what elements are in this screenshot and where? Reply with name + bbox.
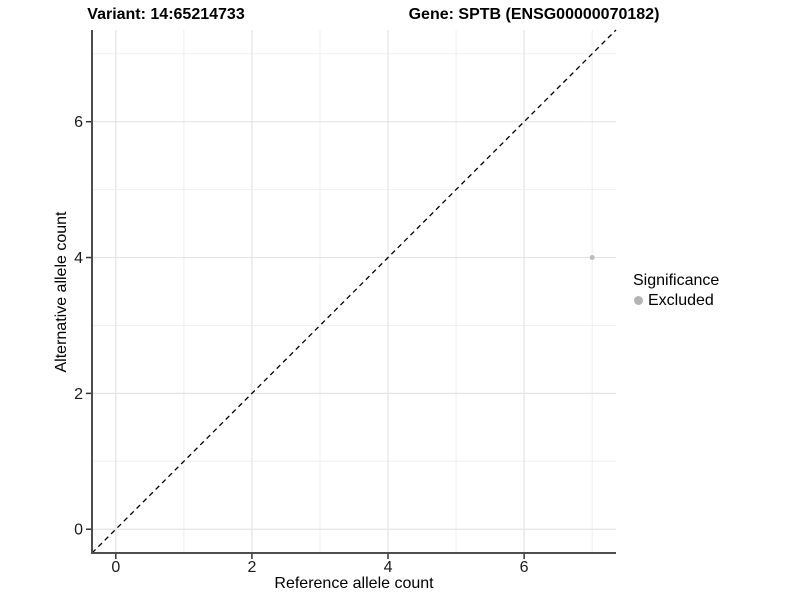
gridlines-minor — [92, 30, 616, 553]
y-tick-label: 2 — [74, 386, 83, 403]
x-tick-label: 2 — [247, 559, 256, 576]
data-points — [589, 255, 595, 261]
legend: Significance Excluded — [633, 271, 719, 310]
y-tick-label: 0 — [74, 522, 83, 539]
x-axis-title: Reference allele count — [274, 575, 434, 592]
x-tick-label: 0 — [111, 559, 120, 576]
legend-item-label: Excluded — [648, 292, 714, 309]
axis-lines — [91, 30, 616, 554]
y-tick-label: 6 — [74, 114, 83, 131]
y-axis-title: Alternative allele count — [53, 211, 70, 373]
axis-tick-marks — [86, 120, 525, 559]
legend-title: Significance — [633, 272, 720, 289]
legend-item-excluded: Excluded — [633, 291, 719, 310]
data-point — [589, 255, 595, 261]
plot-title-variant: Variant: 14:65214733 — [87, 6, 245, 23]
plot-title-gene: Gene: SPTB (ENSG00000070182) — [408, 6, 660, 23]
x-tick-label: 4 — [384, 559, 393, 576]
axis-tick-labels: 0 2 4 6 0 2 4 6 — [74, 114, 529, 576]
identity-line — [91, 29, 617, 554]
x-tick-label: 6 — [520, 559, 529, 576]
y-tick-label: 4 — [74, 250, 83, 267]
gridlines-major — [92, 30, 616, 553]
legend-point-icon — [634, 296, 643, 305]
identity-dashed-line — [91, 29, 617, 554]
